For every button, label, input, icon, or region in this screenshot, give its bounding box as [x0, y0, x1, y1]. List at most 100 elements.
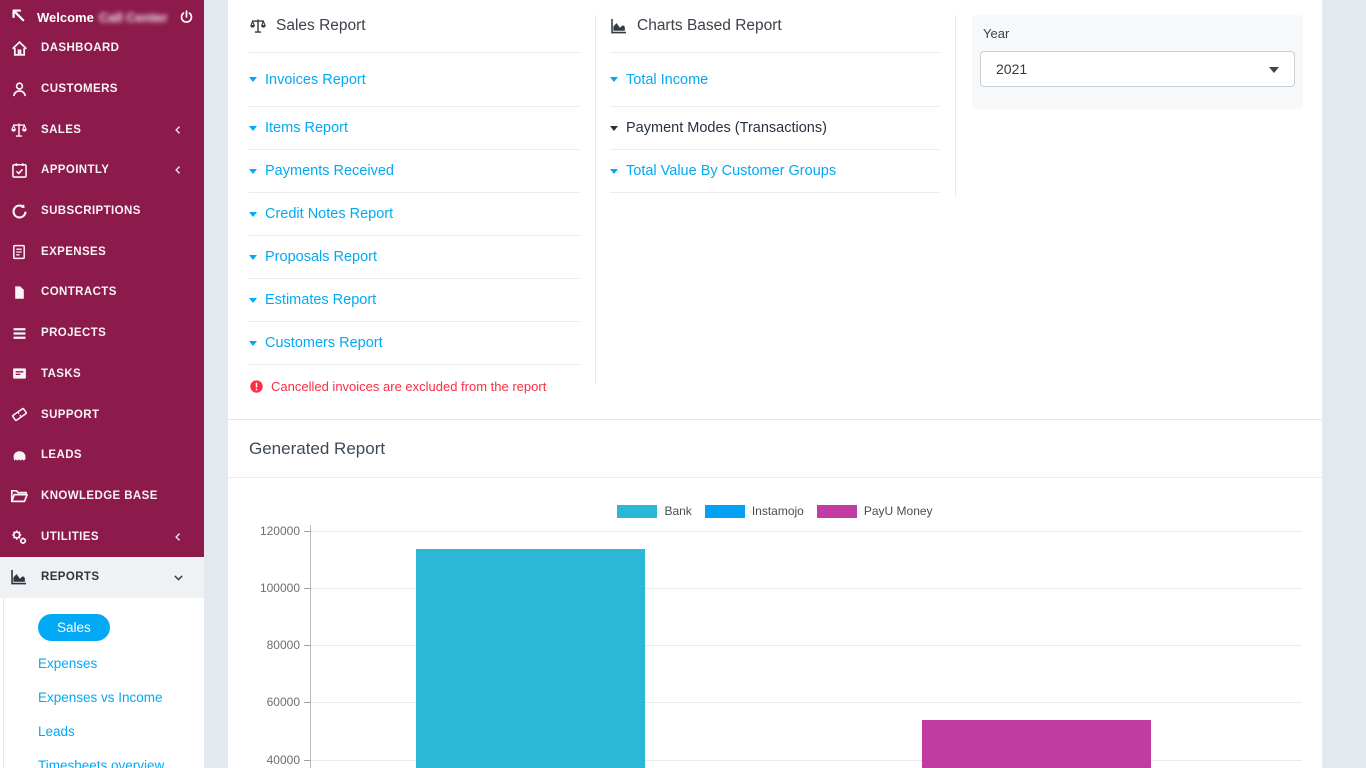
submenu-item-expenses[interactable]: Expenses: [38, 646, 204, 680]
caret-down-icon: [249, 77, 257, 82]
sidebar-item-expenses[interactable]: EXPENSES: [0, 231, 204, 272]
link-label: Items Report: [265, 120, 348, 136]
caret-down-icon: [249, 168, 257, 174]
reports-submenu-list: Sales Expenses Expenses vs Income Leads Time…: [0, 598, 204, 768]
sidebar-item-label: CUSTOMERS: [41, 83, 118, 96]
chevron-down-icon: [1269, 67, 1279, 73]
expenses-icon: [9, 244, 29, 260]
sidebar-item-support[interactable]: SUPPORT: [0, 394, 204, 435]
sidebar-item-label: APPOINTLY: [41, 164, 110, 177]
sidebar-item-tasks[interactable]: TASKS: [0, 354, 204, 395]
link-estimates-report[interactable]: Estimates Report: [249, 279, 580, 322]
submenu-item-sales[interactable]: Sales: [38, 608, 204, 646]
caret-down-icon: [610, 77, 618, 82]
link-label: Total Value By Customer Groups: [626, 163, 837, 179]
link-items-report[interactable]: Items Report: [249, 107, 580, 150]
generated-report-title-row: Generated Report: [228, 420, 1322, 478]
sales-icon: [9, 121, 29, 139]
caret-down-icon: [249, 211, 257, 217]
sidebar-item-subscriptions[interactable]: SUBSCRIPTIONS: [0, 191, 204, 232]
axis-tick: [304, 759, 310, 761]
welcome-text: Welcome Call Center: [37, 10, 167, 25]
sidebar-item-label: DASHBOARD: [41, 42, 120, 55]
link-proposals-report[interactable]: Proposals Report: [249, 236, 580, 279]
knowledge-base-icon: [9, 487, 29, 505]
y-axis-label: 120000: [259, 524, 300, 538]
alert-icon: [249, 379, 264, 394]
legend-item-instamojo[interactable]: Instamojo: [704, 504, 804, 518]
link-payments-received[interactable]: Payments Received: [249, 150, 580, 193]
subscriptions-icon: [9, 203, 29, 220]
submenu-item-label: Timesheets overview: [38, 757, 165, 768]
sidebar-item-sales[interactable]: SALES: [0, 109, 204, 150]
sidebar-item-label: CONTRACTS: [41, 286, 117, 299]
year-select[interactable]: 2021: [980, 51, 1295, 87]
y-axis-label: 100000: [259, 581, 300, 596]
sidebar-header: Welcome Call Center: [0, 0, 204, 28]
axis-tick: [304, 531, 310, 532]
divider: [595, 15, 596, 384]
year-select-value: 2021: [996, 61, 1028, 77]
gridline: [310, 759, 1302, 761]
sidebar-item-label: SALES: [41, 123, 82, 136]
link-total-value-by-customer-groups[interactable]: Total Value By Customer Groups: [610, 150, 940, 193]
sidebar-item-knowledge-base[interactable]: KNOWLEDGE BASE: [0, 476, 204, 517]
y-axis-line: [310, 525, 311, 768]
caret-down-icon: [610, 168, 618, 174]
back-arrow-icon[interactable]: [9, 6, 26, 28]
charts-report-column: Charts Based Report Total Income Payment …: [610, 0, 940, 193]
link-invoices-report[interactable]: Invoices Report: [249, 53, 580, 107]
chevron-left-icon: [168, 531, 188, 543]
tasks-icon: [9, 365, 29, 382]
link-label: Credit Notes Report: [265, 206, 394, 222]
caret-down-icon: [249, 125, 257, 131]
chart-legend: Bank Instamojo PayU Money: [228, 504, 1322, 518]
year-filter-panel: Year 2021: [972, 15, 1303, 109]
scales-icon: [249, 17, 267, 35]
sidebar-item-customers[interactable]: CUSTOMERS: [0, 69, 204, 110]
area-chart-icon: [610, 17, 628, 35]
customers-icon: [9, 81, 29, 98]
sidebar-item-dashboard[interactable]: DASHBOARD: [0, 28, 204, 69]
sidebar-item-appointly[interactable]: APPOINTLY: [0, 150, 204, 191]
sidebar-item-utilities[interactable]: UTILITIES: [0, 516, 204, 557]
submenu-item-timesheets-overview[interactable]: Timesheets overview: [38, 748, 204, 768]
chevron-left-icon: [168, 124, 188, 136]
caret-down-icon: [249, 254, 257, 260]
divider: [955, 15, 956, 197]
cancelled-invoices-note: Cancelled invoices are excluded from the…: [249, 365, 580, 394]
charts-report-title: Charts Based Report: [637, 17, 782, 34]
sidebar-nav: DASHBOARD CUSTOMERS SALES APPOINTLY SUBSCRIP…: [0, 28, 204, 598]
axis-tick: [304, 645, 310, 647]
link-payment-modes-transactions[interactable]: Payment Modes (Transactions): [610, 107, 940, 150]
link-label: Payment Modes (Transactions): [626, 120, 827, 136]
sidebar-item-contracts[interactable]: CONTRACTS: [0, 272, 204, 313]
legend-item-payu-money[interactable]: PayU Money: [816, 504, 933, 518]
sidebar-item-leads[interactable]: LEADS: [0, 435, 204, 476]
sidebar-item-label: SUPPORT: [41, 408, 100, 421]
submenu-item-leads[interactable]: Leads: [38, 714, 204, 748]
link-total-income[interactable]: Total Income: [610, 53, 940, 107]
sidebar-item-reports[interactable]: REPORTS: [0, 556, 204, 598]
sales-report-column: Sales Report Invoices Report Items Report…: [249, 0, 580, 394]
sidebar-item-label: KNOWLEDGE BASE: [41, 489, 158, 502]
projects-icon: [9, 325, 29, 342]
welcome-label: Welcome: [37, 9, 94, 25]
link-label: Estimates Report: [265, 292, 377, 308]
charts-report-links: Total Income Payment Modes (Transactions)…: [610, 53, 940, 193]
sidebar-item-label: EXPENSES: [41, 245, 107, 258]
sidebar-item-label: SUBSCRIPTIONS: [41, 205, 141, 218]
generated-report-title: Generated Report: [249, 438, 386, 458]
link-customers-report[interactable]: Customers Report: [249, 322, 580, 365]
utilities-icon: [9, 528, 29, 546]
axis-tick: [304, 588, 310, 590]
link-credit-notes-report[interactable]: Credit Notes Report: [249, 193, 580, 236]
power-icon[interactable]: [179, 9, 194, 25]
submenu-item-expenses-vs-income[interactable]: Expenses vs Income: [38, 680, 204, 714]
link-label: Payments Received: [265, 163, 394, 179]
gridline: [310, 531, 1302, 532]
sales-report-links: Invoices Report Items Report Payments Rece…: [249, 53, 580, 365]
sidebar-item-projects[interactable]: PROJECTS: [0, 313, 204, 354]
legend-item-bank[interactable]: Bank: [617, 504, 692, 518]
reports-icon: [9, 568, 29, 586]
